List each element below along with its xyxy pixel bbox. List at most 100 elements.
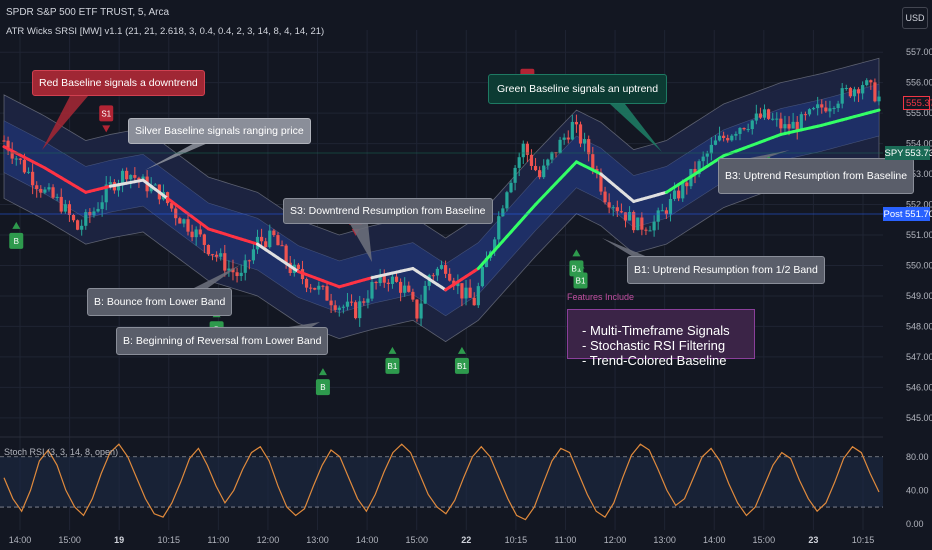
stoch-rsi-line — [3, 443, 880, 521]
candle-body — [791, 121, 795, 129]
time-tick-label: 15:00 — [753, 535, 776, 545]
sell-arrow — [102, 125, 111, 133]
candle-body — [656, 210, 660, 222]
candle-body — [129, 175, 133, 180]
candle-body — [652, 221, 656, 231]
candle-body — [754, 113, 758, 121]
price-tick-label: 550.00 — [906, 260, 932, 270]
features-list: - Multi-Timeframe Signals - Stochastic R… — [582, 323, 730, 368]
buy-arrow — [457, 346, 466, 354]
callout-b1: B1: Uptrend Resumption from 1/2 Band — [627, 256, 825, 284]
stoch-tick-label: 0.00 — [906, 519, 924, 529]
candle-body — [583, 139, 587, 144]
candle-body — [354, 302, 358, 319]
indicator-title[interactable]: ATR Wicks SRSI [MW] v1.1 (21, 21, 2.618,… — [6, 26, 325, 37]
signal-label: B1 — [576, 277, 586, 286]
candle-body — [378, 274, 382, 284]
candle-body — [480, 267, 484, 287]
price-tick-label: 555.00 — [906, 108, 932, 118]
candle-body — [877, 96, 881, 102]
candle-body — [47, 187, 51, 190]
candle-body — [693, 168, 697, 175]
candle-body — [484, 257, 489, 268]
candle-body — [672, 190, 677, 199]
candle-body — [235, 272, 239, 277]
spy-tag-value: 553.73 — [903, 146, 932, 160]
stoch-rsi-pane — [0, 443, 883, 521]
candle-body — [370, 281, 374, 299]
candle-body — [194, 229, 198, 238]
candle-body — [807, 109, 812, 115]
candle-body — [599, 172, 603, 192]
candle-layer — [2, 78, 881, 327]
currency-button[interactable]: USD — [902, 7, 928, 29]
signal-label: B1 — [388, 362, 398, 371]
candle-body — [67, 204, 72, 215]
buy-arrow — [576, 261, 585, 269]
b3-callout-pointer — [740, 150, 790, 160]
candle-body — [399, 281, 403, 293]
candle-body — [685, 182, 689, 187]
candle-body — [603, 191, 607, 203]
spy-tag-label: SPY — [884, 146, 904, 160]
candle-body — [509, 182, 513, 193]
candle-body — [39, 188, 43, 193]
candle-body — [828, 108, 832, 112]
candle-body — [840, 88, 844, 104]
candle-body — [795, 121, 799, 131]
candle-body — [435, 268, 440, 276]
candle-body — [632, 212, 636, 231]
candle-body — [627, 212, 632, 221]
candle-body — [660, 210, 664, 212]
signal-badge — [454, 357, 469, 374]
signal-badge — [385, 357, 400, 374]
candle-body — [668, 198, 673, 215]
callout-b3: B3: Uptrend Resumption from Baseline — [718, 158, 915, 194]
candle-body — [578, 124, 583, 144]
candle-body — [832, 108, 836, 110]
signal-label: B — [320, 383, 325, 392]
price-tick-label: 554.00 — [906, 139, 932, 149]
candle-body — [591, 154, 595, 169]
candle-body — [648, 230, 652, 232]
candle-body — [717, 135, 722, 141]
candle-body — [513, 167, 517, 183]
candle-body — [529, 154, 534, 166]
candle-body — [709, 144, 713, 154]
candle-body — [852, 89, 857, 97]
signal-badge — [573, 272, 588, 289]
candle-body — [71, 214, 76, 221]
callout-bounce: B: Bounce from Lower Band — [87, 288, 233, 316]
time-tick-label: 14:00 — [703, 535, 726, 545]
candle-body — [701, 156, 705, 162]
time-tick-label: 19 — [114, 535, 124, 545]
candle-body — [550, 152, 554, 160]
candle-body — [141, 176, 145, 181]
callout-s3: S3: Downtrend Resumption from Baseline — [283, 198, 493, 224]
candle-body — [423, 285, 427, 304]
signal-badge — [315, 379, 330, 396]
candle-body — [738, 127, 742, 134]
candle-body — [713, 140, 718, 145]
candle-body — [730, 135, 734, 141]
candle-body — [227, 268, 231, 271]
candle-body — [664, 210, 668, 215]
candle-body — [501, 208, 505, 217]
candle-body — [705, 153, 709, 157]
candle-body — [268, 230, 272, 248]
candle-body — [18, 158, 22, 160]
silver-callout-pointer — [145, 140, 215, 170]
signal-label: B1 — [457, 362, 467, 371]
callout-green-baseline: Green Baseline signals an uptrend — [488, 74, 668, 104]
callout-reversal: B: Beginning of Reversal from Lower Band — [116, 327, 329, 355]
candle-body — [43, 189, 47, 193]
candle-body — [844, 87, 848, 89]
candle-body — [411, 291, 415, 300]
candle-body — [750, 120, 754, 130]
candle-body — [464, 287, 468, 299]
candle-body — [104, 184, 108, 203]
time-tick-label: 14:00 — [356, 535, 379, 545]
candle-body — [174, 208, 178, 219]
